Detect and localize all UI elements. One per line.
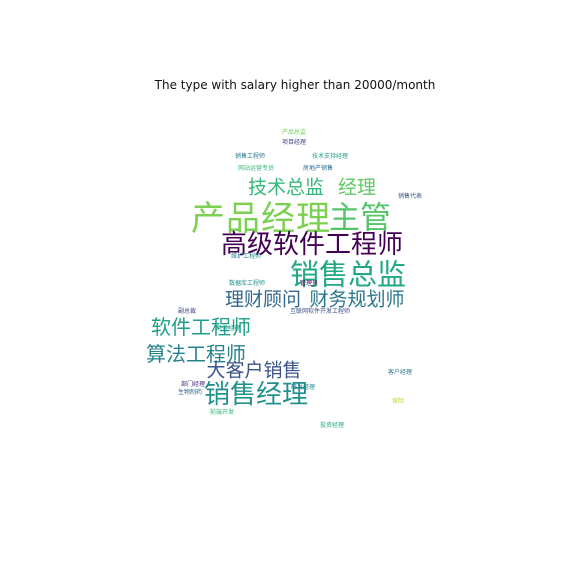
cloud-word: 主管 (329, 200, 391, 237)
cloud-word: 销售工程师 (234, 153, 266, 160)
cloud-word: 管理员 (299, 280, 319, 287)
cloud-word: 软件工程师 (151, 315, 251, 339)
cloud-word: 销售代表 (397, 193, 423, 200)
cloud-word: 副总裁 (177, 308, 197, 315)
cloud-word: 经理 (337, 176, 377, 199)
cloud-word: 房地产销售 (302, 165, 334, 172)
cloud-word: 前端开发 (209, 409, 235, 416)
cloud-word: 理财顾问 (224, 288, 302, 311)
figure-title: The type with salary higher than 20000/m… (154, 78, 436, 92)
cloud-word: 技术支持经理 (311, 153, 349, 160)
cloud-word: 数据库工程师 (228, 280, 266, 287)
cloud-word: 项目经理 (281, 139, 307, 146)
cloud-word: 投资经理 (319, 422, 345, 429)
cloud-word: 大客户销售 (206, 359, 302, 382)
cloud-word: 商务经理 (215, 325, 241, 332)
cloud-word: 产品总监 (281, 129, 307, 136)
cloud-word: 技术总监 (247, 176, 325, 199)
cloud-word: 部门经理 (180, 381, 206, 388)
cloud-word: 网站运营专员 (237, 165, 275, 172)
cloud-word: 研发经理 (290, 384, 316, 391)
cloud-word: 销售经理 (203, 380, 309, 410)
cloud-word: 销售总监 (289, 257, 407, 292)
cloud-word: 互联网软件开发工程师 (289, 308, 351, 315)
cloud-word: 客户经理 (387, 369, 413, 376)
cloud-word: 财务规划师 (309, 288, 405, 311)
cloud-word: 保险 (391, 398, 405, 405)
cloud-word: 生物制药 (177, 389, 203, 396)
cloud-word: 高级软件工程师 (220, 230, 404, 260)
cloud-word: 算法工程师 (146, 342, 246, 366)
cloud-word: 维护工程师 (230, 253, 262, 260)
cloud-word: 产品经理 (191, 199, 331, 239)
